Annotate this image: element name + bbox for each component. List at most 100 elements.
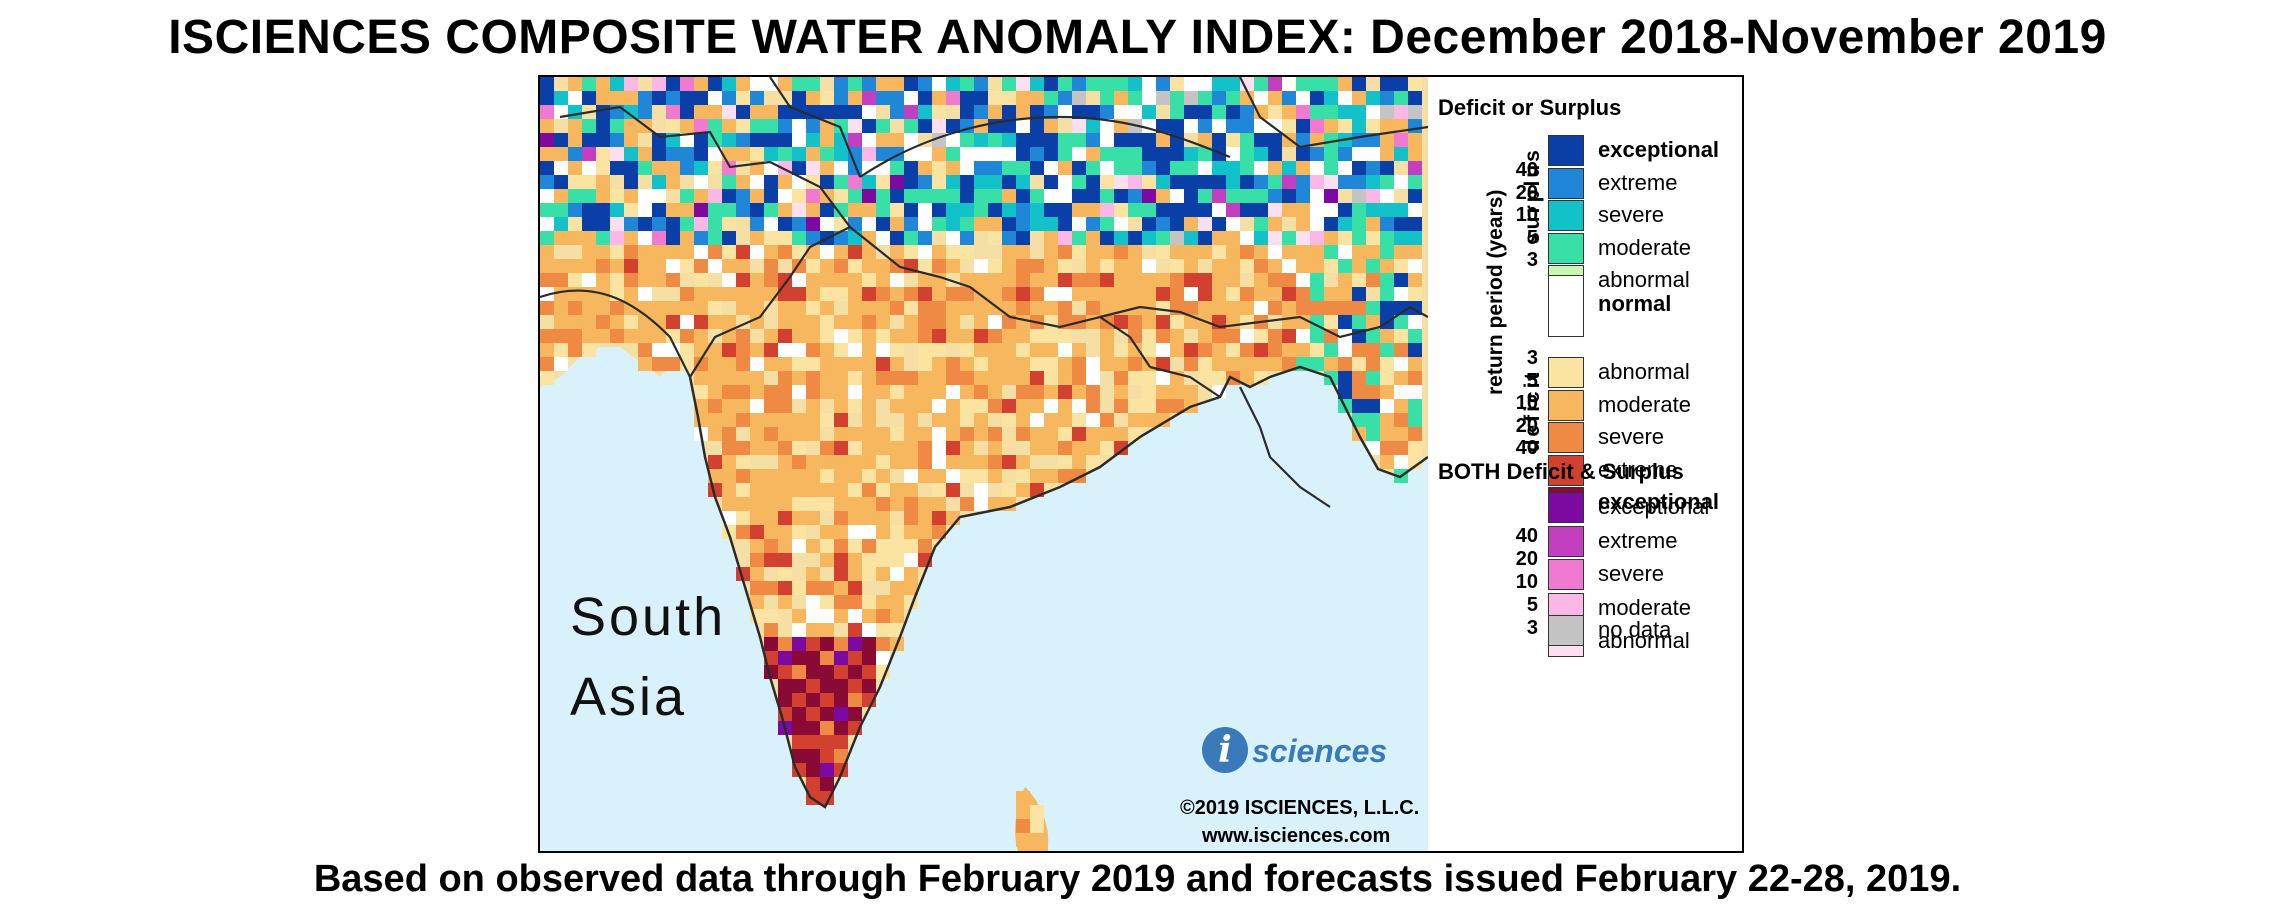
anomaly-cell	[806, 497, 820, 511]
anomaly-cell	[946, 329, 960, 343]
anomaly-cell	[778, 287, 792, 301]
anomaly-cell	[876, 595, 890, 609]
anomaly-cell	[890, 105, 904, 119]
anomaly-cell	[834, 665, 848, 679]
anomaly-cell	[1394, 91, 1408, 105]
legend-deficit-row-2: severe	[1548, 422, 1738, 453]
anomaly-cell	[764, 189, 778, 203]
anomaly-cell	[904, 385, 918, 399]
anomaly-cell	[1030, 805, 1044, 819]
anomaly-cell	[694, 231, 708, 245]
anomaly-cell	[904, 539, 918, 553]
anomaly-cell	[946, 469, 960, 483]
anomaly-cell	[750, 105, 764, 119]
anomaly-cell	[1408, 427, 1422, 441]
anomaly-cell	[736, 441, 750, 455]
anomaly-cell	[764, 245, 778, 259]
anomaly-cell	[708, 119, 722, 133]
anomaly-cell	[1198, 371, 1212, 385]
anomaly-cell	[1198, 189, 1212, 203]
anomaly-cell	[974, 469, 988, 483]
anomaly-cell	[932, 77, 946, 91]
anomaly-cell	[904, 203, 918, 217]
anomaly-cell	[1212, 329, 1226, 343]
anomaly-cell	[1282, 77, 1296, 91]
anomaly-cell	[904, 91, 918, 105]
legend-both-tick-1: 20	[1515, 548, 1538, 570]
anomaly-cell	[1366, 91, 1380, 105]
anomaly-cell	[848, 273, 862, 287]
anomaly-cell	[904, 413, 918, 427]
legend-deficit-label-2: severe	[1598, 424, 1665, 449]
anomaly-cell	[666, 217, 680, 231]
anomaly-cell	[960, 287, 974, 301]
anomaly-cell	[792, 189, 806, 203]
anomaly-cell	[1380, 259, 1394, 273]
anomaly-cell	[610, 91, 624, 105]
anomaly-cell	[1016, 189, 1030, 203]
anomaly-cell	[1030, 105, 1044, 119]
anomaly-cell	[792, 483, 806, 497]
anomaly-cell	[1408, 385, 1422, 399]
anomaly-cell	[1310, 147, 1324, 161]
anomaly-cell	[1282, 189, 1296, 203]
anomaly-cell	[806, 133, 820, 147]
anomaly-cell	[1408, 147, 1422, 161]
anomaly-cell	[974, 105, 988, 119]
anomaly-cell	[834, 147, 848, 161]
anomaly-cell	[778, 273, 792, 287]
anomaly-cell	[1030, 413, 1044, 427]
anomaly-cell	[764, 385, 778, 399]
anomaly-cell	[918, 91, 932, 105]
anomaly-cell	[848, 203, 862, 217]
anomaly-cell	[806, 203, 820, 217]
anomaly-cell	[1240, 119, 1254, 133]
anomaly-cell	[1282, 301, 1296, 315]
anomaly-cell	[778, 581, 792, 595]
anomaly-cell	[988, 161, 1002, 175]
anomaly-cell	[1352, 161, 1366, 175]
anomaly-cell	[694, 357, 708, 371]
anomaly-cell	[624, 133, 638, 147]
anomaly-cell	[1128, 147, 1142, 161]
anomaly-cell	[1016, 91, 1030, 105]
anomaly-cell	[918, 385, 932, 399]
anomaly-cell	[1310, 189, 1324, 203]
anomaly-cell	[848, 707, 862, 721]
anomaly-cell	[974, 413, 988, 427]
anomaly-cell	[1212, 77, 1226, 91]
legend-both-swatch-0	[1548, 492, 1584, 523]
anomaly-cell	[1310, 315, 1324, 329]
anomaly-cell	[1100, 259, 1114, 273]
legend-deficit-tick-4: 40	[1515, 437, 1538, 459]
anomaly-cell	[1072, 133, 1086, 147]
anomaly-cell	[1212, 371, 1226, 385]
anomaly-cell	[1100, 91, 1114, 105]
anomaly-cell	[778, 203, 792, 217]
map-title: ISCIENCES COMPOSITE WATER ANOMALY INDEX:…	[168, 11, 2107, 64]
anomaly-cell	[1380, 217, 1394, 231]
anomaly-cell	[554, 133, 568, 147]
anomaly-cell	[876, 273, 890, 287]
anomaly-cell	[652, 161, 666, 175]
anomaly-cell	[1310, 273, 1324, 287]
anomaly-cell	[1240, 259, 1254, 273]
anomaly-cell	[1268, 189, 1282, 203]
anomaly-cell	[806, 693, 820, 707]
anomaly-cell	[764, 399, 778, 413]
anomaly-cell	[1198, 147, 1212, 161]
anomaly-cell	[1366, 119, 1380, 133]
anomaly-cell	[876, 511, 890, 525]
anomaly-cell	[862, 469, 876, 483]
anomaly-cell	[1380, 343, 1394, 357]
anomaly-cell	[1282, 175, 1296, 189]
anomaly-cell	[1366, 301, 1380, 315]
anomaly-cell	[974, 203, 988, 217]
anomaly-cell	[652, 273, 666, 287]
anomaly-cell	[764, 413, 778, 427]
anomaly-cell	[708, 357, 722, 371]
legend-deficit-label-4: exceptional	[1598, 489, 1720, 514]
anomaly-cell	[918, 119, 932, 133]
anomaly-cell	[1324, 259, 1338, 273]
anomaly-cell	[1268, 329, 1282, 343]
